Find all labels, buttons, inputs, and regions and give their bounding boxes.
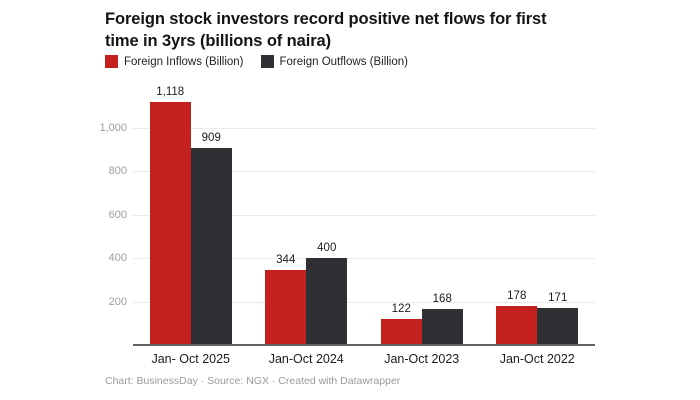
gridline — [133, 214, 595, 216]
gridline — [133, 301, 595, 303]
bar-outflows — [537, 307, 579, 345]
x-axis-category-label: Jan-Oct 2023 — [384, 352, 460, 366]
gridline — [133, 128, 595, 129]
bar-value-label: 1,118 — [156, 86, 185, 99]
bar-value-label: 178 — [507, 290, 527, 303]
bar-value-label: 168 — [432, 292, 452, 305]
y-axis-tick-label: 1,000 — [99, 122, 127, 134]
bar-value-label: 171 — [548, 291, 568, 304]
legend: Foreign Inflows (Billion) Foreign Outflow… — [105, 55, 408, 68]
chart-title: Foreign stock investors record positive … — [105, 8, 625, 52]
bar-value-label: 122 — [391, 302, 411, 315]
chart-credit: Chart: BusinessDay · Source: NGX · Creat… — [105, 375, 401, 387]
legend-swatch-icon — [260, 55, 274, 68]
chart-title-line1: Foreign stock investors record positive … — [105, 10, 547, 28]
x-axis-category-label: Jan-Oct 2024 — [268, 352, 344, 366]
gridline — [133, 258, 595, 260]
bar-inflows — [496, 306, 538, 345]
chart-title-line2: time in 3yrs (billions of naira) — [105, 32, 332, 50]
bar-outflows — [421, 308, 463, 345]
y-axis-tick-label: 600 — [108, 208, 127, 221]
bar-value-label: 344 — [276, 254, 296, 267]
bar-inflows — [380, 318, 422, 345]
legend-item-inflows: Foreign Inflows (Billion) — [105, 55, 244, 68]
legend-label: Foreign Inflows (Billion) — [124, 55, 244, 68]
bar-inflows — [265, 270, 307, 345]
bar-value-label: 909 — [201, 131, 221, 144]
legend-label: Foreign Outflows (Billion) — [279, 55, 408, 68]
gridline — [133, 171, 595, 173]
x-axis-category-label: Jan- Oct 2025 — [151, 352, 230, 366]
bar-outflows — [190, 147, 232, 345]
x-axis-baseline — [133, 344, 595, 346]
y-axis-tick-label: 200 — [108, 295, 127, 308]
bar-outflows — [306, 258, 348, 345]
x-axis-category-label: Jan-Oct 2022 — [499, 352, 575, 366]
y-axis-tick-label: 800 — [108, 165, 127, 178]
legend-item-outflows: Foreign Outflows (Billion) — [260, 55, 408, 68]
y-axis-tick-label: 400 — [108, 252, 127, 265]
legend-swatch-icon — [105, 55, 118, 68]
bar-inflows — [149, 102, 191, 345]
bar-value-label: 400 — [317, 242, 337, 255]
